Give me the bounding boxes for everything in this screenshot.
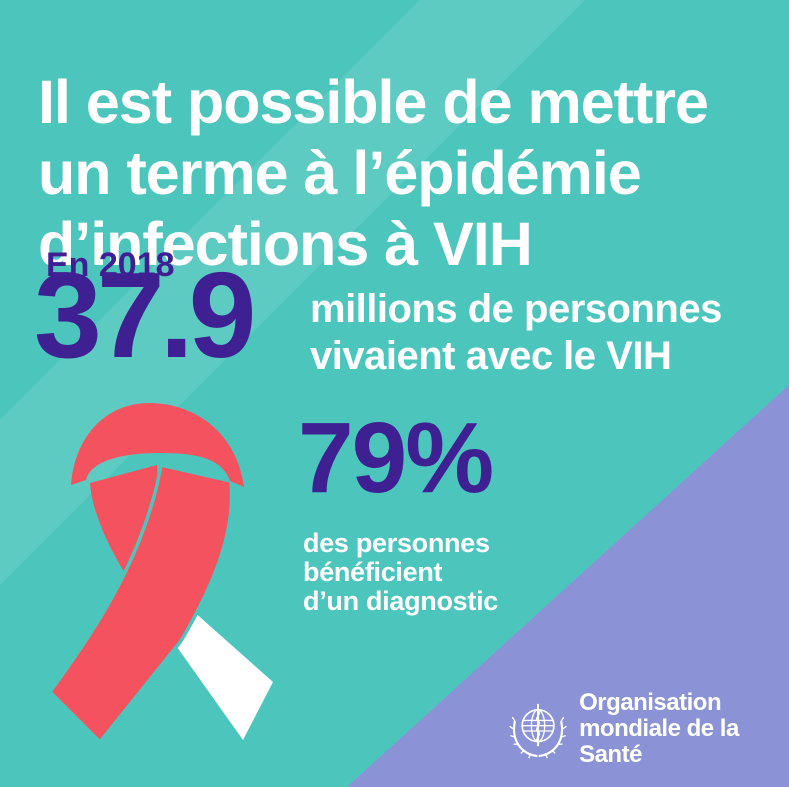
big-number-37-9: 37.9	[34, 247, 256, 383]
aids-ribbon-icon	[47, 403, 273, 745]
who-wordmark: Organisation mondiale de la Santé	[579, 690, 789, 768]
percent-value: 79%	[298, 402, 494, 514]
page-title: Il est possible de mettre un terme à l’é…	[38, 67, 778, 280]
who-wordmark-line: mondiale de la Santé	[579, 715, 739, 768]
who-wordmark-line: Organisation	[579, 689, 722, 716]
title-line: Il est possible de mettre	[38, 67, 709, 136]
caption-line: d’un diagnostic	[303, 586, 498, 616]
year-label: En 2018	[46, 246, 175, 284]
percent-caption: des personnes bénéficient d’un diagnosti…	[303, 529, 498, 616]
title-line: d’infections à VIH	[38, 209, 533, 278]
caption-line: vivaient avec le VIH	[310, 334, 672, 378]
ribbon-top-loop	[71, 403, 244, 487]
caption-line: bénéficient	[303, 557, 443, 587]
ribbon-tail-white	[167, 610, 273, 740]
caption-line: millions de personnes	[310, 287, 722, 331]
title-line: un terme à l’épidémie	[38, 138, 642, 207]
who-logo: Organisation mondiale de la Santé	[505, 690, 789, 768]
ribbon-front-band	[47, 462, 234, 745]
who-emblem-icon	[509, 703, 567, 759]
caption-line: des personnes	[303, 528, 490, 558]
big-number-caption: millions de personnes vivaient avec le V…	[310, 286, 722, 380]
